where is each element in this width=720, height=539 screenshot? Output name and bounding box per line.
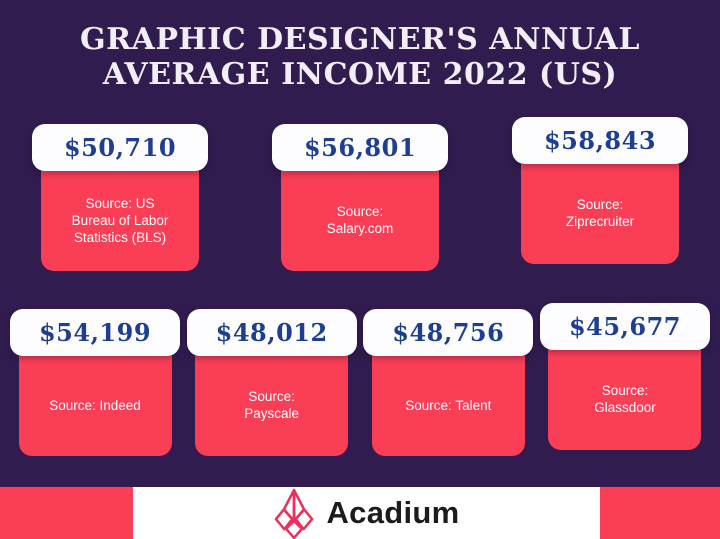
income-source-body: Source: Salary.com	[280, 159, 440, 271]
brand-name: Acadium	[326, 495, 460, 530]
income-value: $48,012	[215, 318, 328, 347]
page-title-line2: AVERAGE INCOME 2022 (US)	[102, 57, 618, 92]
income-value: $48,756	[392, 318, 505, 347]
income-cards-row-top: $50,710 Source: US Bureau of Labor Stati…	[0, 117, 720, 271]
income-value-header: $45,677	[539, 303, 710, 350]
acadium-diamond-icon	[273, 487, 315, 539]
income-source-body: Source: Talent	[371, 344, 525, 456]
income-source-body: Source: US Bureau of Labor Statistics (B…	[40, 159, 200, 271]
income-source: Source: Payscale	[244, 389, 300, 421]
page-title-line1: GRAPHIC DESIGNER'S ANNUAL	[79, 22, 641, 57]
income-value: $50,710	[63, 133, 177, 162]
income-source: Source: Glassdoor	[594, 383, 656, 415]
income-value: $56,801	[303, 133, 417, 162]
income-source-body: Source: Ziprecruiter	[520, 152, 680, 264]
income-source: Source: Talent	[405, 397, 492, 413]
income-card: $56,801 Source: Salary.com	[272, 124, 448, 271]
income-source: Source: Indeed	[49, 397, 141, 413]
income-value: $45,677	[568, 312, 681, 341]
page-title: GRAPHIC DESIGNER'S ANNUAL AVERAGE INCOME…	[0, 22, 720, 92]
income-card: $48,756 Source: Talent	[363, 309, 534, 456]
income-card: $58,843 Source: Ziprecruiter	[512, 117, 688, 264]
income-source: Source: US Bureau of Labor Statistics (B…	[71, 195, 169, 245]
income-card: $48,012 Source: Payscale	[186, 309, 357, 456]
income-value-header: $58,843	[512, 117, 688, 164]
income-value: $54,199	[38, 318, 152, 347]
income-cards-row-bottom: $54,199 Source: Indeed $48,012 Source: P…	[0, 303, 720, 456]
income-source: Source: Ziprecruiter	[565, 197, 635, 229]
income-value-header: $48,756	[363, 309, 534, 356]
income-card: $50,710 Source: US Bureau of Labor Stati…	[32, 124, 208, 271]
footer-brand-area: Acadium	[133, 487, 600, 539]
footer-bar: Acadium	[0, 487, 720, 539]
income-source-body: Source: Glassdoor	[548, 338, 702, 450]
income-source-body: Source: Payscale	[195, 344, 349, 456]
footer-right-accent-block	[600, 487, 720, 539]
income-value-header: $54,199	[10, 309, 180, 356]
income-card: $54,199 Source: Indeed	[10, 309, 180, 456]
income-value-header: $50,710	[32, 124, 208, 171]
income-value-header: $56,801	[272, 124, 448, 171]
income-card: $45,677 Source: Glassdoor	[539, 303, 710, 450]
footer-left-accent-block	[0, 487, 133, 539]
income-value: $58,843	[543, 126, 657, 155]
income-value-header: $48,012	[186, 309, 357, 356]
income-source: Source: Salary.com	[326, 204, 394, 236]
income-source-body: Source: Indeed	[18, 344, 172, 456]
